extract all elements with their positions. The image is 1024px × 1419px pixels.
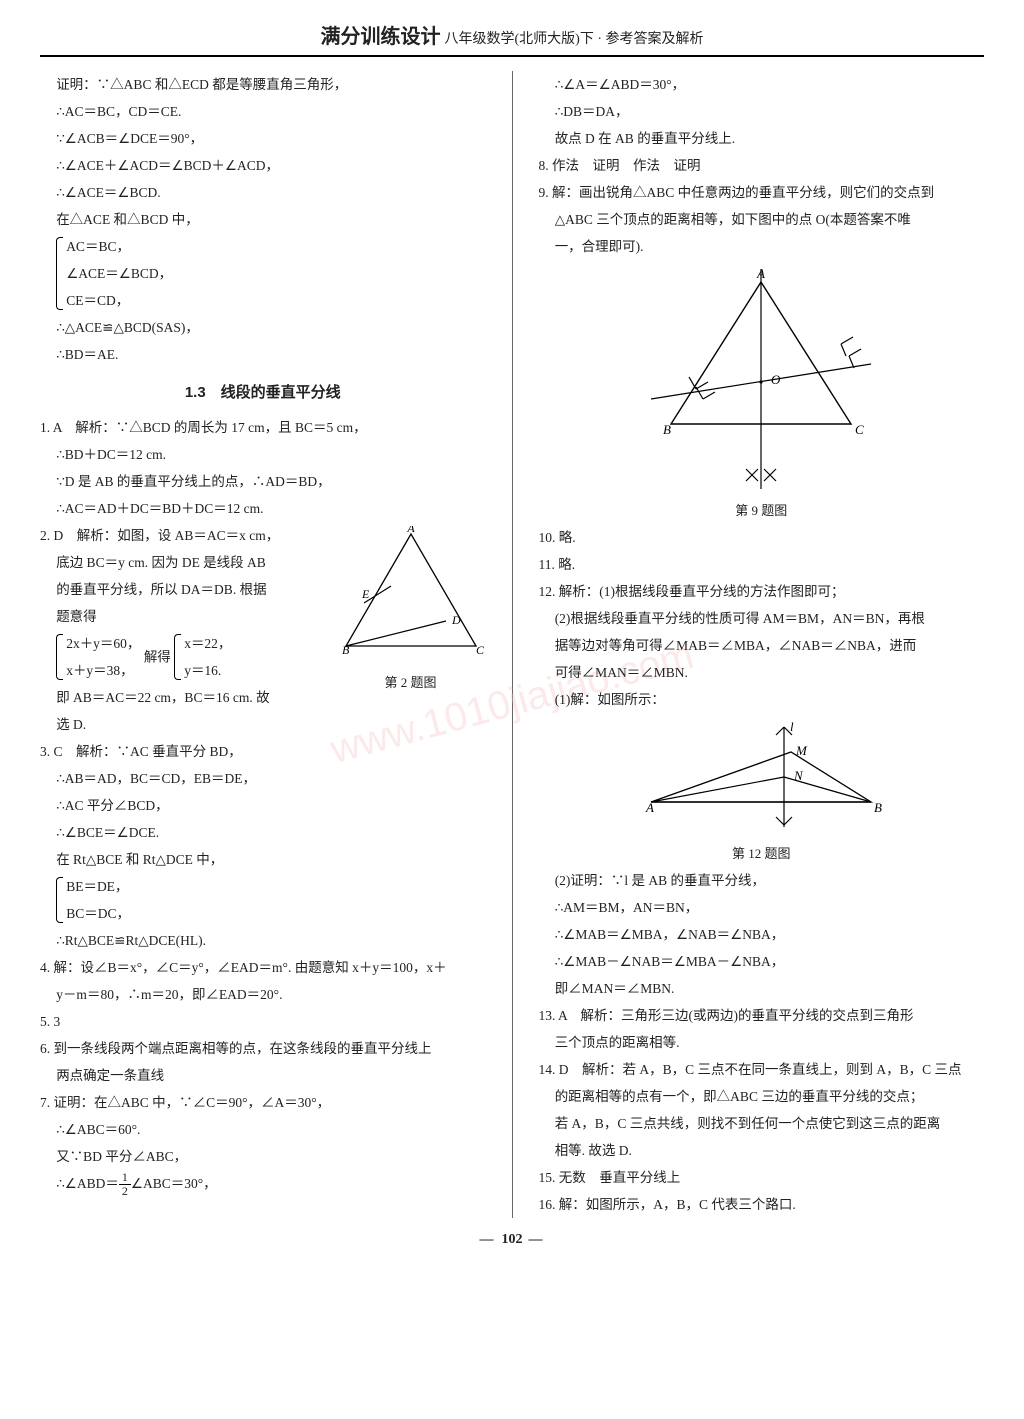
q9b: 一，合理即可).	[539, 233, 985, 260]
q13a: 三个顶点的距离相等.	[539, 1029, 985, 1056]
q3: 3. C 解析：∵AC 垂直平分 BD，	[40, 738, 486, 765]
q12c: 可得∠MAN＝∠MBN.	[539, 659, 985, 686]
l4: ∴∠ACE＝∠BCD.	[40, 179, 486, 206]
q14a: 的距离相等的点有一个，即△ABC 三边的垂直平分线的交点；	[539, 1083, 985, 1110]
q3a: ∴AB＝AD，BC＝CD，EB＝DE，	[40, 765, 486, 792]
svg-text:l: l	[790, 719, 794, 734]
svg-text:A: A	[756, 266, 765, 281]
q2sys1b: x＋y＝38，	[66, 657, 140, 684]
q3e: ∴Rt△BCE≌Rt△DCE(HL).	[40, 927, 486, 954]
b1: AC＝BC，	[66, 233, 172, 260]
right-column: ∴∠A＝∠ABD＝30°， ∴DB＝DA， 故点 D 在 AB 的垂直平分线上.…	[539, 71, 985, 1218]
q11: 11. 略.	[539, 551, 985, 578]
column-divider	[512, 71, 513, 1218]
svg-text:C: C	[855, 422, 864, 437]
frac-half: 12	[119, 1171, 131, 1198]
q15: 15. 无数 垂直平分线上	[539, 1164, 985, 1191]
q2sys1a: 2x＋y＝60，	[66, 630, 140, 657]
l3: ∴∠ACE＋∠ACD＝∠BCD＋∠ACD，	[40, 152, 486, 179]
q12b: 据等边对等角可得∠MAB＝∠MBA，∠NAB＝∠NBA，进而	[539, 632, 985, 659]
q3bb: BC＝DC，	[66, 900, 130, 927]
q9a: △ABC 三个顶点的距离相等，如下图中的点 O(本题答案不唯	[539, 206, 985, 233]
page-header: 满分训练设计 八年级数学(北师大版)下 · 参考答案及解析	[40, 20, 984, 57]
r1: ∴∠A＝∠ABD＝30°，	[539, 71, 985, 98]
q3c: ∴∠BCE＝∠DCE.	[40, 819, 486, 846]
l2: ∵∠ACB＝∠DCE＝90°，	[40, 125, 486, 152]
page: www.1010jiajiao.com 满分训练设计 八年级数学(北师大版)下 …	[0, 0, 1024, 1278]
q16: 16. 解：如图所示，A，B，C 代表三个路口.	[539, 1191, 985, 1218]
b3: CE＝CD，	[66, 287, 172, 314]
q2sys2a: x＝22，	[184, 630, 231, 657]
q12: 12. 解析：(1)根据线段垂直平分线的方法作图即可；	[539, 578, 985, 605]
b2: ∠ACE＝∠BCD，	[66, 260, 172, 287]
q3ba: BE＝DE，	[66, 873, 130, 900]
q14: 14. D 解析：若 A，B，C 三点不在同一条直线上，则到 A，B，C 三点	[539, 1056, 985, 1083]
q12d: (1)解：如图所示：	[539, 686, 985, 713]
q2d: 即 AB＝AC＝22 cm，BC＝16 cm. 故	[40, 684, 486, 711]
r2: ∴DB＝DA，	[539, 98, 985, 125]
q2solve: 解得	[144, 650, 171, 665]
brace-3: BE＝DE， BC＝DC，	[40, 873, 486, 927]
page-number: 102	[40, 1232, 984, 1248]
q12g: ∴∠MAB＝∠MBA，∠NAB＝∠NBA，	[539, 921, 985, 948]
left-column: 证明：∵△ABC 和△ECD 都是等腰直角三角形， ∴AC＝BC，CD＝CE. …	[40, 71, 486, 1218]
l1: ∴AC＝BC，CD＝CE.	[40, 98, 486, 125]
figure-12: A B M N l 第 12 题图	[539, 717, 985, 867]
q2-system: 2x＋y＝60， x＋y＝38， 解得 x＝22， y＝16.	[40, 630, 486, 684]
proof-head: 证明：∵△ABC 和△ECD 都是等腰直角三角形，	[40, 71, 486, 98]
q12f: ∴AM＝BM，AN＝BN，	[539, 894, 985, 921]
header-title: 满分训练设计	[321, 26, 441, 48]
svg-text:O: O	[771, 372, 781, 387]
figure-9: A B C O 第 9 题图	[539, 264, 985, 524]
r3: 故点 D 在 AB 的垂直平分线上.	[539, 125, 985, 152]
svg-text:N: N	[793, 768, 804, 783]
q6: 6. 到一条线段两个端点距离相等的点，在这条线段的垂直平分线上	[40, 1035, 486, 1062]
q4: 4. 解：设∠B＝x°，∠C＝y°，∠EAD＝m°. 由题意知 x＋y＝100，…	[40, 954, 486, 981]
q7a: ∴∠ABC＝60°.	[40, 1116, 486, 1143]
q12i: 即∠MAN＝∠MBN.	[539, 975, 985, 1002]
q10: 10. 略.	[539, 524, 985, 551]
q2c: 题意得	[40, 603, 486, 630]
q1: 1. A 解析：∵△BCD 的周长为 17 cm，且 BC＝5 cm，	[40, 414, 486, 441]
q7: 7. 证明：在△ABC 中，∵∠C＝90°，∠A＝30°，	[40, 1089, 486, 1116]
q3d: 在 Rt△BCE 和 Rt△DCE 中，	[40, 846, 486, 873]
q14b: 若 A，B，C 三点共线，则找不到任何一个点使它到这三点的距离	[539, 1110, 985, 1137]
q2b: 的垂直平分线，所以 DA＝DB. 根据	[40, 576, 486, 603]
q7c-post: ∠ABC＝30°，	[131, 1176, 217, 1191]
svg-text:M: M	[795, 743, 808, 758]
l5: 在△ACE 和△BCD 中，	[40, 206, 486, 233]
q14c: 相等. 故选 D.	[539, 1137, 985, 1164]
q5: 5. 3	[40, 1008, 486, 1035]
fig9-caption: 第 9 题图	[539, 498, 985, 524]
columns: 证明：∵△ABC 和△ECD 都是等腰直角三角形， ∴AC＝BC，CD＝CE. …	[40, 71, 984, 1218]
q2a: 底边 BC＝y cm. 因为 DE 是线段 AB	[40, 549, 486, 576]
header-subtitle: 八年级数学(北师大版)下 · 参考答案及解析	[445, 32, 704, 47]
q8: 8. 作法 证明 作法 证明	[539, 152, 985, 179]
q1a: ∴BD＋DC＝12 cm.	[40, 441, 486, 468]
q9: 9. 解：画出锐角△ABC 中任意两边的垂直平分线，则它们的交点到	[539, 179, 985, 206]
q1c: ∴AC＝AD＋DC＝BD＋DC＝12 cm.	[40, 495, 486, 522]
q12a: (2)根据线段垂直平分线的性质可得 AM＝BM，AN＝BN，再根	[539, 605, 985, 632]
q6a: 两点确定一条直线	[40, 1062, 486, 1089]
l7: ∴BD＝AE.	[40, 341, 486, 368]
q2e: 选 D.	[40, 711, 486, 738]
svg-text:B: B	[874, 800, 882, 815]
q2sys2b: y＝16.	[184, 657, 231, 684]
brace-1: AC＝BC， ∠ACE＝∠BCD， CE＝CD，	[40, 233, 486, 314]
q13: 13. A 解析：三角形三边(或两边)的垂直平分线的交点到三角形	[539, 1002, 985, 1029]
q7c: ∴∠ABD＝12∠ABC＝30°，	[40, 1170, 486, 1199]
q4a: y－m＝80，∴m＝20，即∠EAD＝20°.	[40, 981, 486, 1008]
svg-text:B: B	[663, 422, 671, 437]
q3b: ∴AC 平分∠BCD，	[40, 792, 486, 819]
q12h: ∴∠MAB－∠NAB＝∠MBA－∠NBA，	[539, 948, 985, 975]
q2: 2. D 解析：如图，设 AB＝AC＝x cm，	[40, 522, 486, 549]
q7b: 又∵BD 平分∠ABC，	[40, 1143, 486, 1170]
q12e: (2)证明：∵l 是 AB 的垂直平分线，	[539, 867, 985, 894]
q7c-pre: ∴∠ABD＝	[56, 1176, 119, 1191]
l6: ∴△ACE≌△BCD(SAS)，	[40, 314, 486, 341]
q1b: ∵D 是 AB 的垂直平分线上的点，∴AD＝BD，	[40, 468, 486, 495]
fig12-caption: 第 12 题图	[539, 841, 985, 867]
svg-text:A: A	[645, 800, 654, 815]
section-title: 1.3 线段的垂直平分线	[40, 378, 486, 408]
